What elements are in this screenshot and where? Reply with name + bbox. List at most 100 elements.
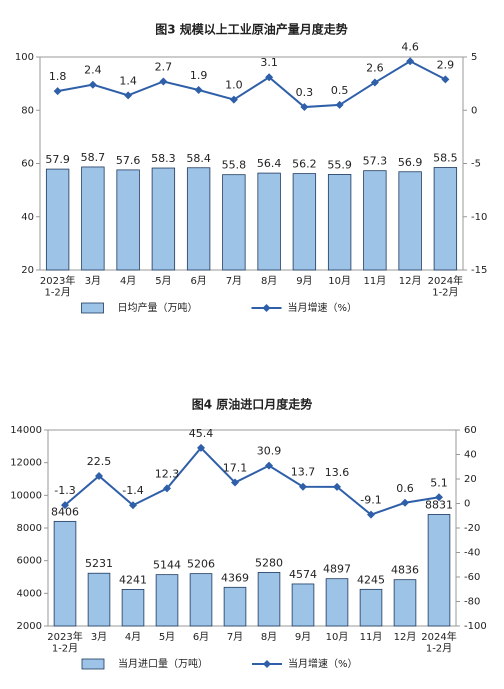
bar (291, 583, 315, 627)
x-tick-label: 12月 (399, 275, 422, 287)
line-value-label: -1.3 (54, 484, 75, 497)
legend-label: 当月进口量（万吨） (118, 657, 208, 670)
line-marker (129, 501, 137, 510)
x-tick-label: 11月 (364, 275, 387, 287)
line-value-label: 2.4 (84, 64, 102, 77)
bar-value-label: 5144 (153, 559, 181, 572)
x-tick-label: 9月 (296, 275, 312, 287)
x-tick-label: 6月 (190, 275, 206, 287)
line-value-label: -1.4 (122, 484, 143, 497)
legend-label: 当月增速（%） (288, 657, 358, 670)
x-tick-label: 7月 (226, 275, 242, 287)
line-value-label: 0.6 (396, 482, 414, 495)
y2-tick-label: 0 (464, 499, 470, 510)
bar (257, 572, 281, 627)
line-marker (265, 461, 273, 470)
x-tick-label: 6月 (193, 631, 209, 643)
line-marker (53, 87, 62, 96)
legend-marker (263, 660, 271, 668)
bar (186, 167, 211, 271)
line-marker (95, 471, 103, 480)
legend-label: 当月增速（%） (288, 301, 358, 314)
x-tick-label: 2023年 1-2月 (40, 274, 75, 299)
y-tick-label: 80 (21, 105, 34, 116)
y2-tick-label: -60 (464, 572, 480, 583)
line-value-label: 3.1 (260, 56, 278, 69)
bar-value-label: 58.3 (151, 152, 176, 165)
x-tick-label: 11月 (360, 631, 383, 643)
bar (292, 173, 317, 271)
x-tick-label: 2023年 1-2月 (47, 630, 82, 655)
bar-value-label: 5231 (85, 557, 113, 570)
bar-value-label: 57.9 (45, 153, 70, 166)
line-marker (88, 80, 97, 89)
legend-swatch (81, 302, 104, 314)
x-tick-label: 8月 (261, 631, 277, 643)
line-value-label: 5.1 (430, 476, 448, 489)
line-marker (61, 501, 69, 510)
bar (155, 574, 179, 627)
bar-value-label: 8406 (51, 505, 79, 518)
y-tick-label: 60 (21, 159, 34, 170)
line-value-label: -9.1 (360, 494, 381, 507)
y2-tick-label: -100 (464, 621, 487, 632)
bar (81, 166, 105, 271)
line-marker (435, 493, 443, 502)
line-marker (299, 482, 307, 491)
bar (427, 514, 451, 627)
bar-value-label: 58.5 (433, 151, 458, 164)
line-marker (406, 57, 415, 66)
y2-tick-label: -40 (464, 548, 480, 559)
x-tick-label: 3月 (91, 631, 107, 643)
x-tick-label: 10月 (326, 631, 349, 643)
bar (87, 572, 111, 627)
bar-value-label: 58.7 (81, 151, 106, 164)
bar (151, 167, 176, 271)
line-value-label: 2.6 (366, 62, 384, 75)
bar-value-label: 4245 (357, 573, 385, 586)
x-tick-label: 10月 (328, 275, 351, 287)
line-marker (197, 443, 205, 452)
bar-value-label: 56.4 (257, 157, 282, 170)
y2-tick-label: 60 (464, 425, 477, 436)
bar-value-label: 56.2 (292, 158, 317, 171)
y-tick-label: 4000 (17, 588, 42, 599)
line-value-label: 22.5 (87, 455, 112, 468)
bar-value-label: 4836 (391, 564, 419, 577)
bar (257, 172, 281, 271)
x-tick-label: 12月 (394, 631, 417, 643)
bar-value-label: 55.9 (327, 158, 352, 171)
y-tick-label: 100 (15, 52, 34, 63)
line-value-label: 13.7 (291, 466, 316, 479)
line-value-label: 0.3 (296, 86, 314, 99)
y-tick-label: 14000 (10, 425, 42, 436)
bar-value-label: 4241 (119, 573, 147, 586)
bar (121, 588, 145, 627)
bar-value-label: 5206 (187, 558, 215, 571)
bar (189, 573, 213, 627)
line-marker (367, 510, 375, 519)
bar (222, 174, 246, 271)
bar-value-label: 4369 (221, 571, 249, 584)
line-marker (265, 73, 274, 82)
y-tick-label: 12000 (10, 458, 42, 469)
line-marker (124, 91, 133, 100)
y2-tick-label: 5 (471, 52, 477, 63)
bar-value-label: 58.4 (186, 152, 211, 165)
chart-title: 图4 原油进口月度走势 (192, 397, 313, 412)
x-tick-label: 2024年 1-2月 (428, 274, 463, 299)
line-value-label: 2.9 (437, 58, 455, 71)
line-marker (335, 100, 344, 109)
y-tick-label: 40 (21, 212, 34, 223)
chart-title: 图3 规模以上工业原油产量月度走势 (155, 22, 348, 37)
bar-value-label: 57.6 (116, 154, 141, 167)
bar-value-label: 4897 (323, 563, 351, 576)
bar (393, 579, 417, 627)
bar (45, 168, 70, 271)
x-tick-label: 4月 (125, 631, 141, 643)
line-value-label: 12.3 (155, 467, 180, 480)
bar (398, 171, 422, 271)
line-value-label: 1.9 (190, 69, 208, 82)
y-tick-label: 6000 (17, 556, 42, 567)
line-value-label: 2.7 (155, 60, 173, 73)
